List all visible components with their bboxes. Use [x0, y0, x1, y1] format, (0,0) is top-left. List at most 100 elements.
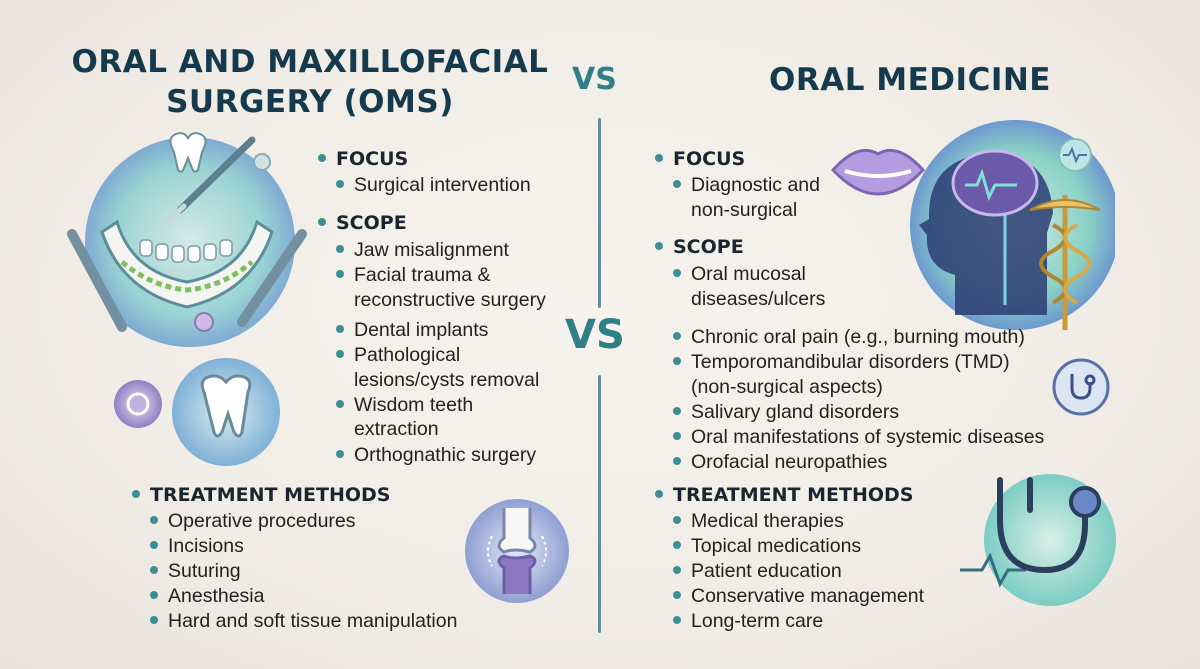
bullet-dot — [673, 406, 681, 415]
bullet-dot — [150, 565, 158, 574]
list-item: Oral manifestations of systemic diseases — [655, 425, 1044, 450]
list-item-text: Conservative management — [691, 585, 925, 607]
divider-bottom — [598, 375, 601, 633]
list-item: Dental implants — [318, 318, 546, 343]
bullet-dot — [655, 241, 663, 250]
bullet-dot — [673, 540, 681, 549]
bullet-dot — [336, 349, 344, 358]
joint-bone-icon — [462, 496, 572, 606]
oms-scope-heading-text: SCOPE — [336, 212, 407, 234]
brain-head-icon — [919, 149, 1053, 315]
bullet-dot — [673, 565, 681, 574]
list-item-text: Dental implants — [354, 319, 489, 341]
list-item: Anesthesia — [132, 584, 457, 609]
bullet-dot — [673, 615, 681, 624]
bullet-dot — [150, 515, 158, 524]
caduceus-icon — [1029, 195, 1101, 330]
list-item: Jaw misalignment — [318, 238, 546, 263]
bullet-dot — [132, 489, 140, 498]
bullet-dot — [673, 356, 681, 365]
oms-scope-section: SCOPE Jaw misalignment Facial trauma & r… — [318, 212, 546, 468]
bullet-dot — [673, 590, 681, 599]
bullet-dot — [318, 217, 326, 226]
bullet-dot — [150, 615, 158, 624]
om-scope-heading-text: SCOPE — [673, 236, 744, 258]
lips-icon — [830, 149, 926, 196]
list-item-text: Patient education — [691, 560, 842, 582]
list-item-continuation: (non-surgical aspects) — [655, 375, 1044, 400]
list-item-text: Jaw misalignment — [354, 239, 509, 261]
bullet-dot — [336, 244, 344, 253]
divider-top — [598, 118, 601, 308]
om-focus-section: FOCUS Diagnostic and non-surgical — [655, 148, 820, 223]
om-scope-heading: SCOPE — [655, 236, 1044, 258]
list-item: Patient education — [655, 559, 924, 584]
list-item-text: Diagnostic and — [691, 174, 820, 196]
oms-treatment-section: TREATMENT METHODS Operative procedures I… — [132, 484, 457, 634]
list-item-continuation: extraction — [318, 417, 546, 441]
list-item: Long-term care — [655, 609, 924, 634]
list-item: Operative procedures — [132, 509, 457, 534]
om-focus-heading-text: FOCUS — [673, 148, 746, 170]
list-item-text: reconstructive surgery — [354, 289, 546, 311]
list-item-text: Wisdom teeth — [354, 394, 474, 416]
list-item: Orthognathic surgery — [318, 443, 546, 468]
jaw-surgery-icon — [62, 122, 312, 372]
bullet-dot — [336, 179, 344, 188]
list-item-text: Chronic oral pain (e.g., burning mouth) — [691, 326, 1025, 348]
bullet-dot — [673, 431, 681, 440]
list-item-text: Temporomandibular disorders (TMD) — [691, 351, 1010, 373]
bullet-dot — [655, 153, 663, 162]
oral-medicine-illustration — [825, 115, 1115, 355]
bullet-dot — [673, 268, 681, 277]
bullet-dot — [336, 449, 344, 458]
bullet-dot — [336, 269, 344, 278]
oms-treatment-heading-text: TREATMENT METHODS — [150, 484, 391, 506]
om-treatment-heading-text: TREATMENT METHODS — [673, 484, 914, 506]
list-item-continuation: non-surgical — [655, 198, 820, 223]
bullet-dot — [150, 540, 158, 549]
oms-focus-section: FOCUS Surgical intervention — [318, 148, 531, 197]
oms-treatment-heading: TREATMENT METHODS — [132, 484, 457, 506]
oms-title: ORAL AND MAXILLOFACIAL SURGERY (OMS) — [40, 42, 580, 122]
list-item-text: Suturing — [168, 560, 241, 582]
list-item: Diagnostic and — [655, 173, 820, 198]
list-item: Conservative management — [655, 584, 924, 609]
list-item-text: Long-term care — [691, 610, 824, 632]
list-item: Topical medications — [655, 534, 924, 559]
oms-scope-heading: SCOPE — [318, 212, 546, 234]
list-item-text: Oral manifestations of systemic diseases — [691, 426, 1045, 448]
list-item-text: Hard and soft tissue manipulation — [168, 610, 458, 632]
list-item: Suturing — [132, 559, 457, 584]
bullet-dot — [655, 489, 663, 498]
bullet-dot — [673, 456, 681, 465]
list-item-text: Surgical intervention — [354, 174, 531, 196]
list-item-text: diseases/ulcers — [691, 288, 826, 310]
list-item: Chronic oral pain (e.g., burning mouth) — [655, 325, 1044, 350]
list-item: Facial trauma & — [318, 263, 546, 288]
oms-focus-heading-text: FOCUS — [336, 148, 409, 170]
list-item: Temporomandibular disorders (TMD) — [655, 350, 1044, 375]
oral-medicine-title: ORAL MEDICINE — [769, 62, 1051, 98]
list-item-text: Orofacial neuropathies — [691, 451, 888, 473]
om-scope-section: SCOPE Oral mucosal diseases/ulcers Chron… — [655, 236, 1044, 475]
bullet-dot — [318, 153, 326, 162]
list-item-text: Incisions — [168, 535, 244, 557]
list-item-text: Oral mucosal — [691, 263, 806, 285]
om-focus-heading: FOCUS — [655, 148, 820, 170]
oms-title-line1: ORAL AND MAXILLOFACIAL — [71, 44, 549, 80]
list-item-continuation: lesions/cysts removal — [318, 368, 546, 393]
list-item-text: Anesthesia — [168, 585, 265, 607]
list-item: Salivary gland disorders — [655, 400, 1044, 425]
list-item-text: extraction — [354, 418, 439, 440]
bullet-dot — [673, 515, 681, 524]
list-item-text: non-surgical — [691, 199, 798, 221]
list-item-text: Operative procedures — [168, 510, 356, 532]
list-item-continuation: diseases/ulcers — [655, 287, 1044, 312]
bullet-dot — [336, 399, 344, 408]
list-item: Incisions — [132, 534, 457, 559]
list-item-text: lesions/cysts removal — [354, 369, 540, 391]
list-item-text: Orthognathic surgery — [354, 444, 537, 466]
vs-top-label: VS — [572, 62, 617, 97]
bullet-dot — [336, 324, 344, 333]
